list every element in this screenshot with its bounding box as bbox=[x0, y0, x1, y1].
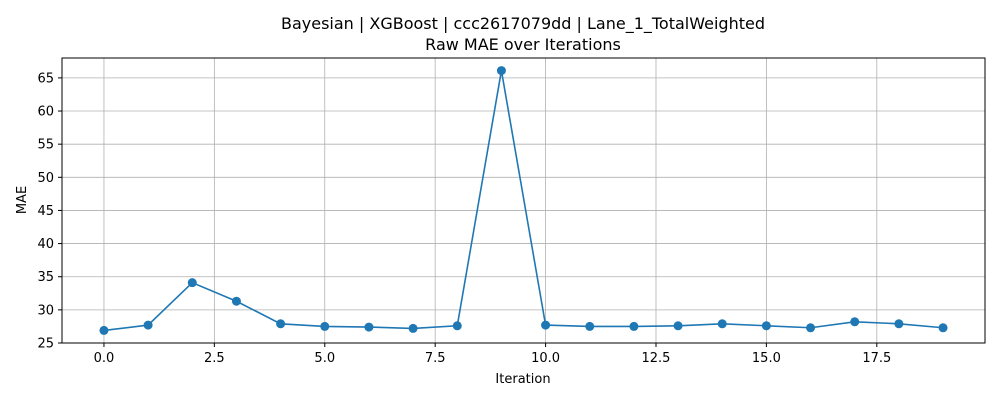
y-tick-label: 25 bbox=[37, 337, 54, 352]
data-point bbox=[99, 325, 109, 335]
x-tick-label: 17.5 bbox=[862, 351, 891, 366]
data-point bbox=[187, 278, 197, 288]
data-point bbox=[276, 319, 286, 329]
y-tick-label: 50 bbox=[37, 171, 54, 186]
data-point bbox=[938, 323, 948, 333]
data-point bbox=[717, 319, 727, 329]
grid-lines bbox=[62, 58, 985, 344]
plot-frame bbox=[61, 57, 986, 344]
y-tick-label: 45 bbox=[37, 204, 54, 219]
y-tick-label: 40 bbox=[37, 237, 54, 252]
chart-subtitle: Raw MAE over Iterations bbox=[425, 35, 621, 54]
data-point bbox=[320, 321, 330, 331]
data-point bbox=[231, 296, 241, 306]
x-tick-label: 5.0 bbox=[314, 351, 335, 366]
data-point bbox=[585, 321, 595, 331]
y-axis-ticks: 25 30 35 40 45 50 55 60 65 bbox=[37, 71, 62, 352]
y-axis-label: MAE bbox=[15, 186, 30, 214]
x-tick-label: 10.0 bbox=[531, 351, 560, 366]
y-tick-label: 30 bbox=[37, 303, 54, 318]
data-point bbox=[806, 323, 816, 333]
series-mae bbox=[99, 66, 948, 335]
data-point bbox=[452, 321, 462, 331]
chart-title: Bayesian | XGBoost | ccc2617079dd | Lane… bbox=[281, 14, 765, 34]
data-point bbox=[408, 323, 418, 333]
x-axis-label: Iteration bbox=[495, 372, 550, 387]
data-point bbox=[143, 320, 153, 330]
y-tick-label: 35 bbox=[37, 270, 54, 285]
x-tick-label: 0.0 bbox=[94, 351, 115, 366]
data-point bbox=[894, 319, 904, 329]
x-tick-label: 15.0 bbox=[752, 351, 781, 366]
data-point bbox=[629, 321, 639, 331]
data-point bbox=[673, 321, 683, 331]
x-tick-label: 7.5 bbox=[425, 351, 446, 366]
y-tick-label: 55 bbox=[37, 138, 54, 153]
data-point bbox=[496, 66, 506, 76]
x-tick-label: 12.5 bbox=[642, 351, 671, 366]
x-tick-label: 2.5 bbox=[204, 351, 225, 366]
y-tick-label: 60 bbox=[37, 105, 54, 120]
y-tick-label: 65 bbox=[37, 71, 54, 86]
x-axis-ticks: 0.0 2.5 5.0 7.5 10.0 12.5 15.0 17.5 bbox=[94, 343, 891, 366]
data-point bbox=[761, 321, 771, 331]
data-point bbox=[541, 320, 551, 330]
data-point bbox=[850, 317, 860, 327]
series-line bbox=[103, 70, 944, 332]
data-point bbox=[364, 322, 374, 332]
